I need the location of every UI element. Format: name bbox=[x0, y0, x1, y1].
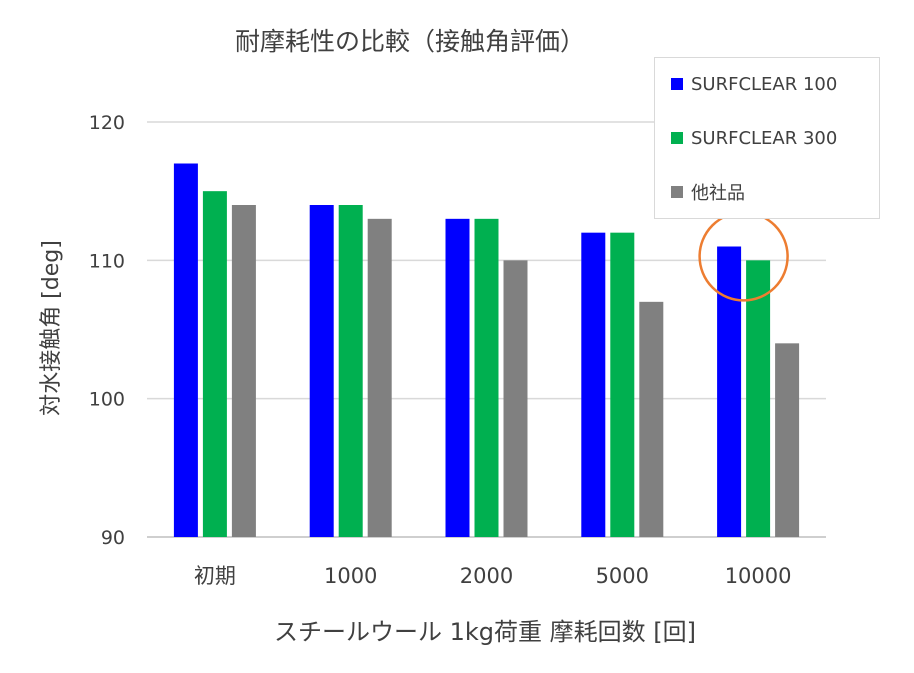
legend-swatch-green bbox=[671, 132, 683, 144]
bar bbox=[581, 232, 606, 537]
legend-swatch-gray bbox=[671, 186, 683, 198]
bar bbox=[474, 218, 499, 538]
legend-swatch-blue bbox=[671, 78, 683, 90]
x-tick-label: 2000 bbox=[460, 564, 513, 588]
y-tick-label: 90 bbox=[101, 527, 125, 549]
bar bbox=[503, 260, 528, 537]
legend-item-surfclear-300: SURFCLEAR 300 bbox=[671, 126, 837, 150]
bar bbox=[338, 205, 363, 537]
legend-label: 他社品 bbox=[691, 183, 745, 204]
legend-label: SURFCLEAR 100 bbox=[691, 73, 838, 95]
chart-title: 耐摩耗性の比較（接触角評価） bbox=[235, 27, 585, 56]
y-axis-ticks: 90 100 110 120 bbox=[89, 112, 125, 549]
bar bbox=[746, 260, 771, 537]
bar bbox=[775, 343, 800, 537]
bar bbox=[231, 205, 256, 537]
bar bbox=[173, 163, 198, 537]
legend-item-surfclear-100: SURFCLEAR 100 bbox=[671, 72, 837, 96]
bar bbox=[717, 246, 742, 537]
x-tick-label: 初期 bbox=[194, 564, 236, 588]
y-axis-label: 対水接触角 [deg] bbox=[39, 240, 64, 416]
highlight-circle bbox=[698, 211, 789, 302]
x-axis-label: スチールウール 1kg荷重 摩耗回数 [回] bbox=[274, 618, 696, 646]
y-tick-label: 100 bbox=[89, 389, 125, 411]
legend: SURFCLEAR 100 SURFCLEAR 300 他社品 bbox=[654, 57, 880, 219]
x-tick-label: 10000 bbox=[725, 564, 792, 588]
x-tick-label: 5000 bbox=[596, 564, 649, 588]
x-axis-ticks: 初期 1000 2000 5000 10000 bbox=[194, 564, 792, 588]
legend-label: SURFCLEAR 300 bbox=[691, 127, 838, 149]
bar bbox=[639, 301, 664, 537]
y-tick-label: 110 bbox=[89, 250, 125, 272]
legend-item-competitor: 他社品 bbox=[671, 180, 745, 204]
bar bbox=[367, 218, 392, 538]
bar bbox=[202, 191, 227, 537]
bar bbox=[610, 232, 635, 537]
bar bbox=[309, 205, 334, 537]
x-tick-label: 1000 bbox=[324, 564, 377, 588]
bars bbox=[173, 163, 800, 538]
y-tick-label: 120 bbox=[89, 112, 125, 134]
bar bbox=[445, 218, 470, 538]
